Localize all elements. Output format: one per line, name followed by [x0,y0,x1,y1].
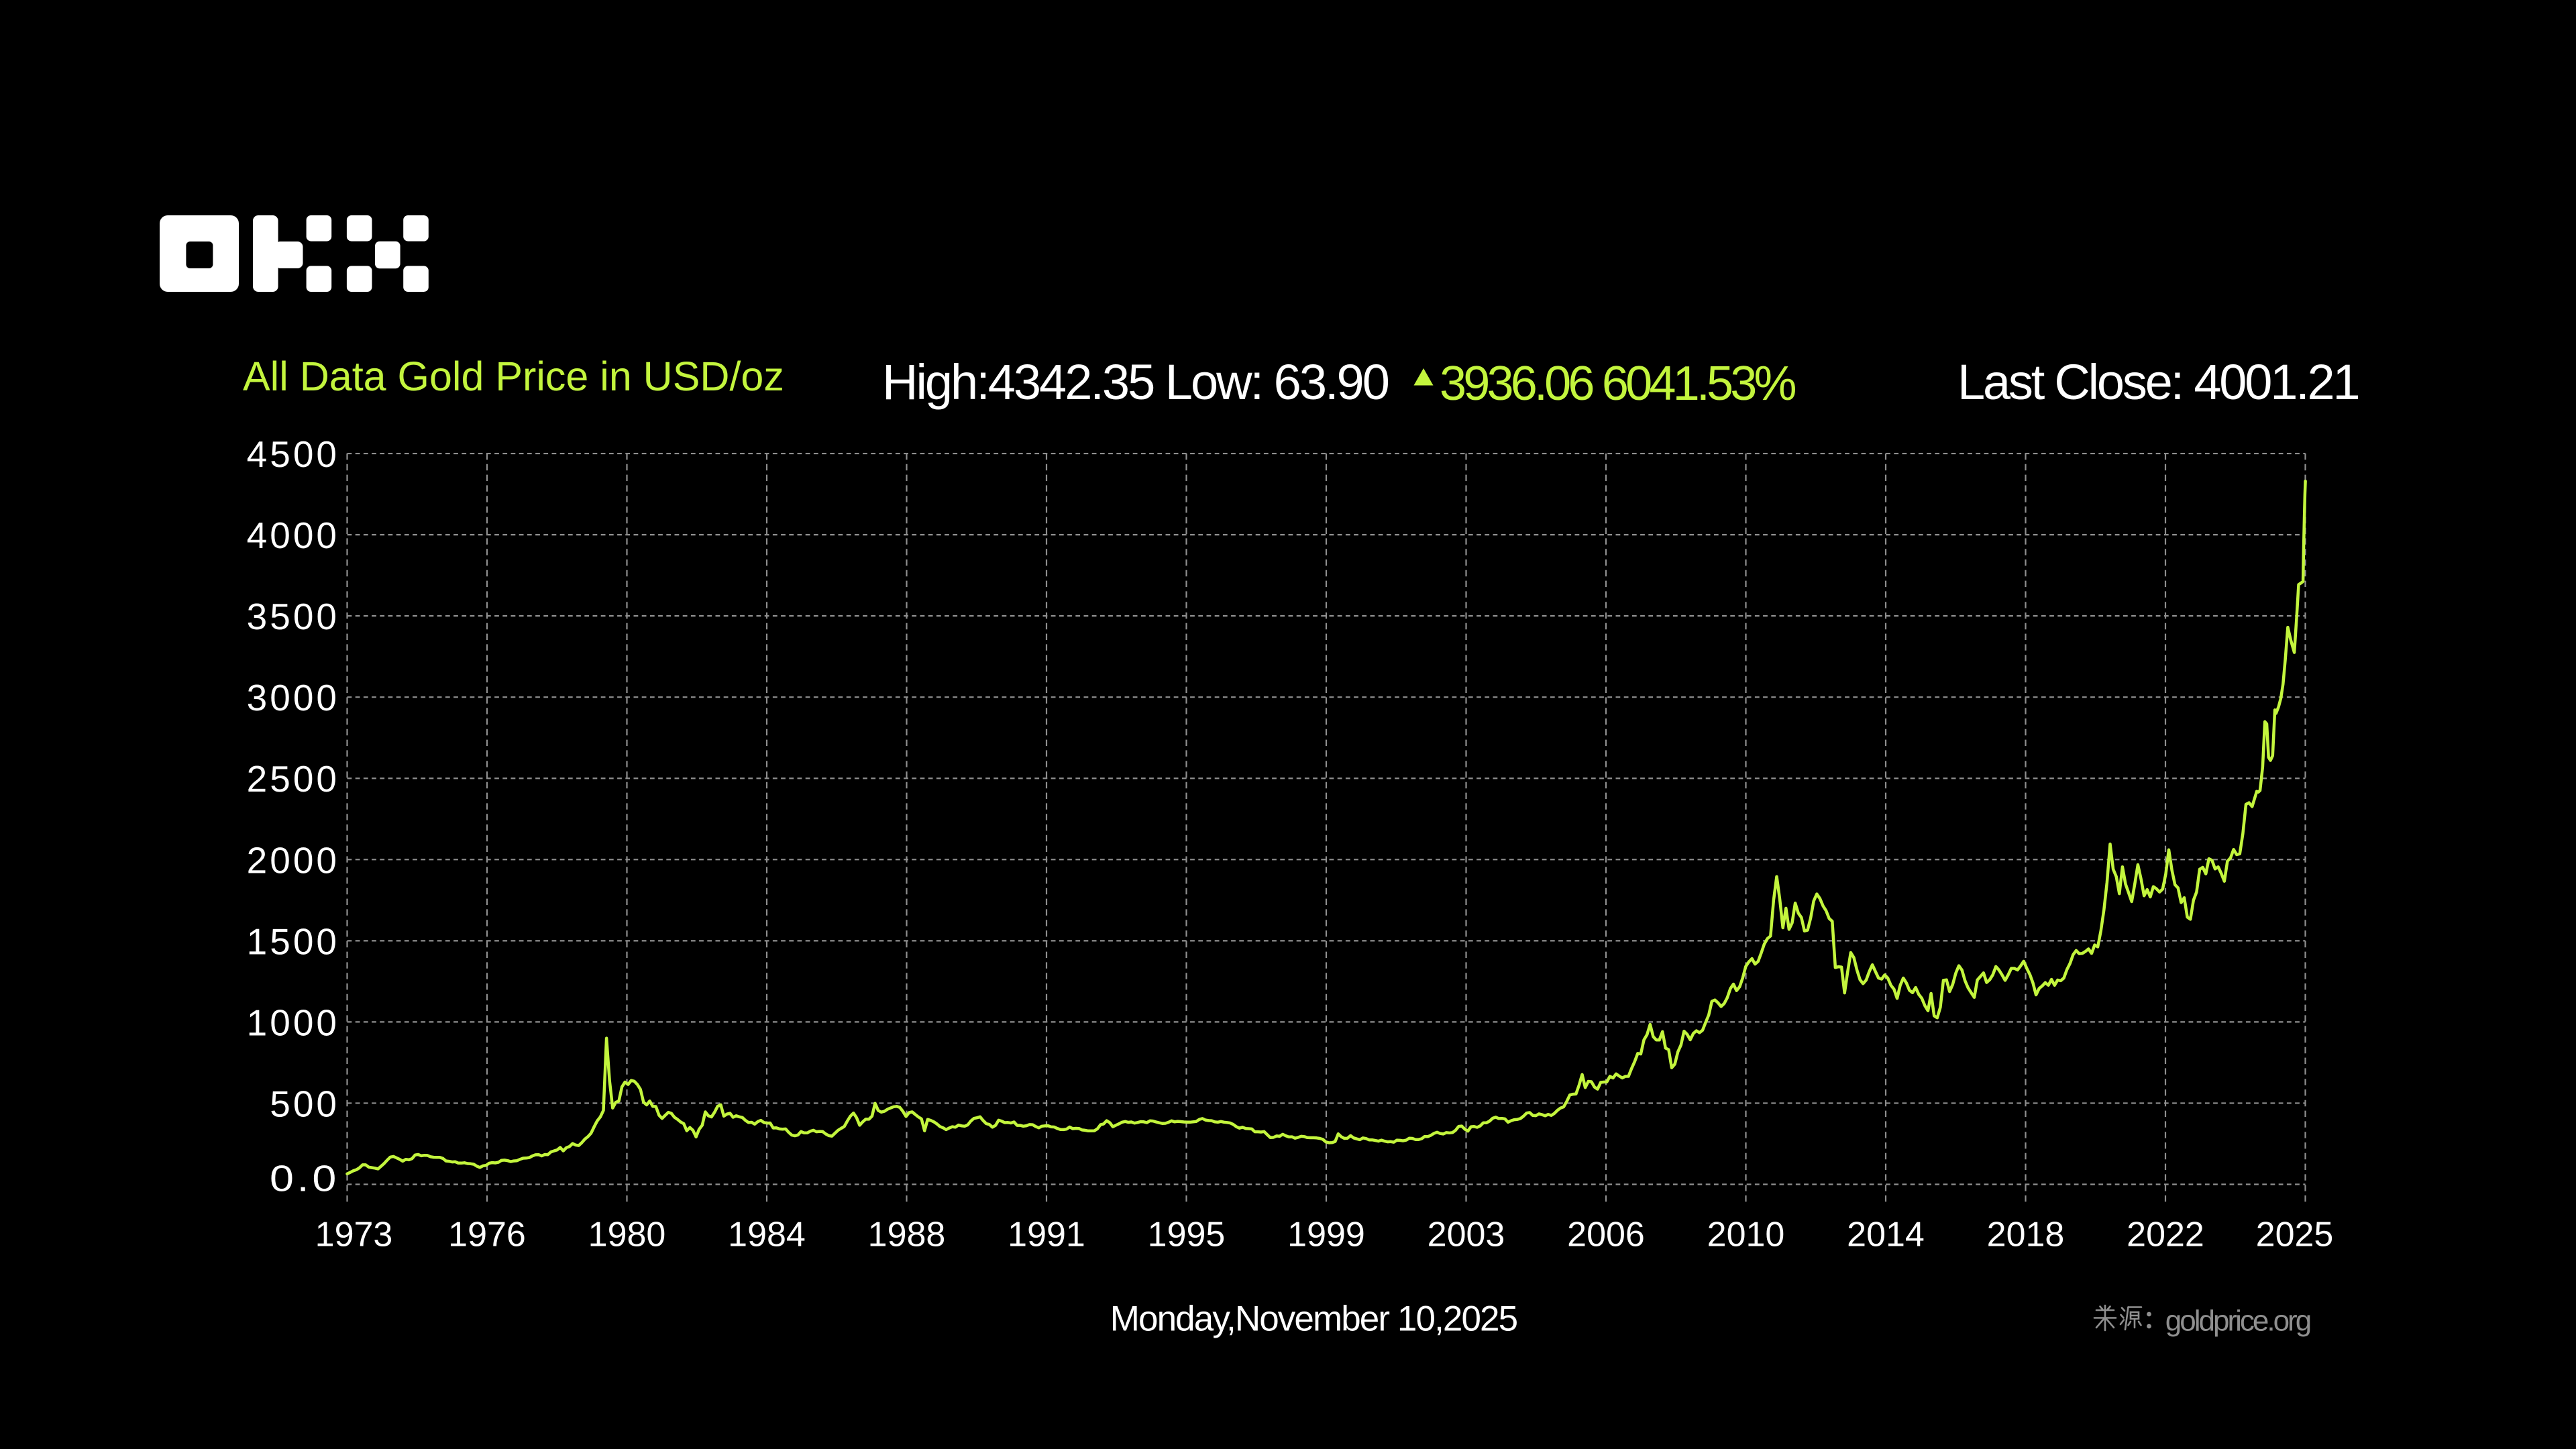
svg-text:2014: 2014 [1847,1216,1925,1254]
svg-text:2010: 2010 [1707,1216,1785,1254]
svg-text:2022: 2022 [2127,1216,2204,1254]
svg-text:4000: 4000 [247,515,339,556]
svg-text:Last Close: 4001.21: Last Close: 4001.21 [1957,354,2358,410]
svg-text:1980: 1980 [588,1216,666,1254]
svg-text:2006: 2006 [1567,1216,1645,1254]
svg-text:0.0: 0.0 [270,1158,339,1199]
svg-text:1000: 1000 [247,1002,339,1043]
svg-text:All Data Gold Price in USD/oz: All Data Gold Price in USD/oz [243,354,784,399]
svg-text:Monday,November 10,2025: Monday,November 10,2025 [1110,1299,1517,1339]
svg-text:2003: 2003 [1428,1216,1505,1254]
svg-text:1991: 1991 [1008,1216,1085,1254]
svg-text:1999: 1999 [1287,1216,1365,1254]
svg-text:1500: 1500 [247,920,339,962]
svg-text:3500: 3500 [247,596,339,637]
svg-text:1976: 1976 [448,1216,526,1254]
svg-text:4500: 4500 [247,433,339,475]
svg-text:2000: 2000 [247,839,339,881]
svg-text:500: 500 [270,1083,339,1125]
svg-text:1973: 1973 [315,1216,393,1254]
svg-text:2500: 2500 [247,758,339,800]
svg-text:High:4342.35 Low: 63.90: High:4342.35 Low: 63.90 [882,354,1389,410]
svg-text:1988: 1988 [868,1216,946,1254]
svg-text:3936.06 6041.53%: 3936.06 6041.53% [1440,357,1796,411]
svg-text:1984: 1984 [728,1216,806,1254]
svg-text:2025: 2025 [2256,1216,2334,1254]
svg-text:3000: 3000 [247,677,339,718]
svg-text:goldprice.org: goldprice.org [2165,1305,2310,1338]
svg-text:1995: 1995 [1148,1216,1226,1254]
svg-text:2018: 2018 [1987,1216,2065,1254]
